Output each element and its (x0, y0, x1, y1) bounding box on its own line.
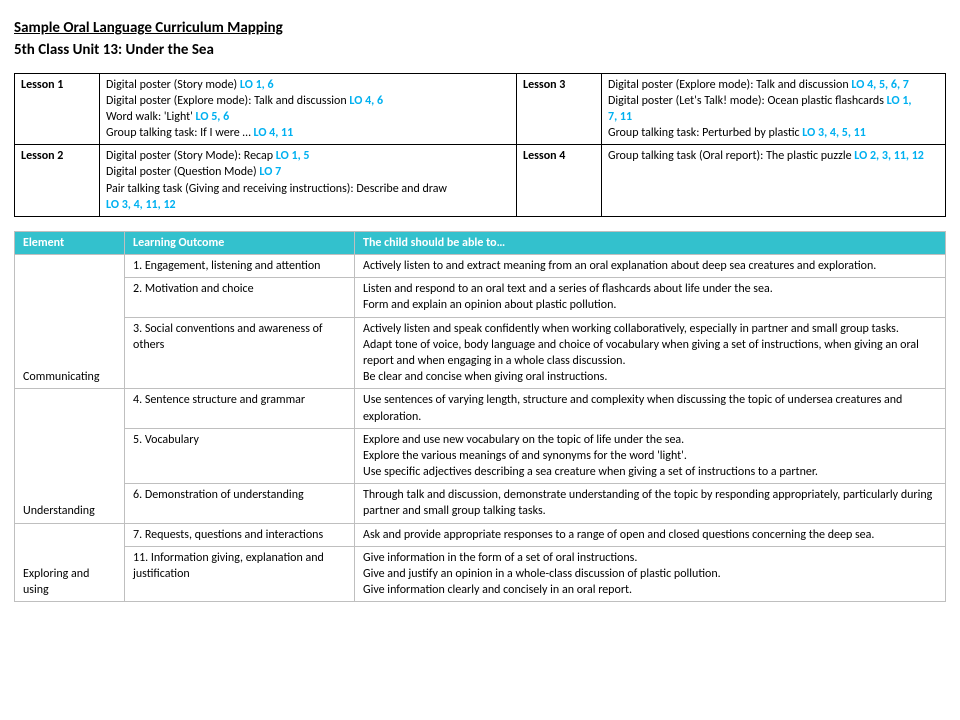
learning-outcome-cell: 2. Motivation and choice (125, 278, 355, 317)
lesson-label: Lesson 4 (517, 145, 602, 217)
learning-outcome-cell: 6. Demonstration of understanding (125, 484, 355, 523)
header-learning-outcome: Learning Outcome (125, 232, 355, 255)
element-cell: Exploring and using (15, 523, 125, 602)
learning-outcome-cell: 4. Sentence structure and grammar (125, 389, 355, 428)
lesson-body: Group talking task (Oral report): The pl… (602, 145, 946, 217)
lesson-text: Digital poster (Explore mode): Talk and … (106, 94, 349, 108)
learning-outcome-ref: LO 4, 5, 6, 7 (851, 78, 908, 92)
lesson-label: Lesson 3 (517, 73, 602, 145)
lesson-body: Digital poster (Explore mode): Talk and … (602, 73, 946, 145)
learning-outcome-ref: LO 2, 3, 11, 12 (854, 149, 924, 163)
element-cell: Communicating (15, 255, 125, 389)
lesson-body: Digital poster (Story Mode): Recap LO 1,… (100, 145, 517, 217)
lesson-text: Digital poster (Explore mode): Talk and … (608, 78, 851, 92)
lesson-text: Pair talking task (Giving and receiving … (106, 182, 447, 196)
learning-outcome-cell: 5. Vocabulary (125, 428, 355, 484)
description-cell: Listen and respond to an oral text and a… (355, 278, 946, 317)
learning-outcome-cell: 1. Engagement, listening and attention (125, 255, 355, 278)
header-description: The child should be able to… (355, 232, 946, 255)
learning-outcome-ref: LO 1, 6 (240, 78, 274, 92)
description-cell: Through talk and discussion, demonstrate… (355, 484, 946, 523)
lesson-body: Digital poster (Story mode) LO 1, 6 Digit… (100, 73, 517, 145)
lesson-text: Digital poster (Story mode) (106, 78, 240, 92)
header-element: Element (15, 232, 125, 255)
lesson-text: Group talking task: If I were … (106, 126, 253, 140)
learning-outcome-ref: LO 4, 6 (349, 94, 383, 108)
lesson-text: Group talking task: Perturbed by plastic (608, 126, 802, 140)
description-cell: Ask and provide appropriate responses to… (355, 523, 946, 546)
learning-outcome-ref: LO 3, 4, 11, 12 (106, 198, 176, 212)
learning-outcome-ref: LO 4, 11 (253, 126, 293, 140)
lesson-label: Lesson 1 (15, 73, 100, 145)
description-cell: Actively listen and speak confidently wh… (355, 317, 946, 389)
lesson-text: Digital poster (Story Mode): Recap (106, 149, 276, 163)
learning-outcome-ref: LO 1, 5 (276, 149, 310, 163)
lesson-text: Word walk: 'Light' (106, 110, 196, 124)
lessons-table: Lesson 1 Digital poster (Story mode) LO … (14, 73, 946, 218)
lesson-label: Lesson 2 (15, 145, 100, 217)
lesson-text: Digital poster (Let's Talk! mode): Ocean… (608, 94, 887, 108)
learning-outcome-ref: LO 1, (887, 94, 912, 108)
description-cell: Actively listen to and extract meaning f… (355, 255, 946, 278)
learning-outcome-cell: 3. Social conventions and awareness of o… (125, 317, 355, 389)
description-cell: Give information in the form of a set of… (355, 546, 946, 602)
learning-outcome-ref: LO 5, 6 (196, 110, 230, 124)
lesson-text: Digital poster (Question Mode) (106, 165, 259, 179)
outcomes-table: Element Learning Outcome The child shoul… (14, 231, 946, 602)
description-cell: Explore and use new vocabulary on the to… (355, 428, 946, 484)
lesson-text: Group talking task (Oral report): The pl… (608, 149, 854, 163)
learning-outcome-ref: LO 3, 4, 5, 11 (802, 126, 866, 140)
learning-outcome-cell: 7. Requests, questions and interactions (125, 523, 355, 546)
page-subtitle: 5th Class Unit 13: Under the Sea (14, 40, 946, 60)
element-cell: Understanding (15, 389, 125, 523)
description-cell: Use sentences of varying length, structu… (355, 389, 946, 428)
learning-outcome-ref: 7, 11 (608, 110, 632, 124)
learning-outcome-ref: LO 7 (259, 165, 281, 179)
page-title: Sample Oral Language Curriculum Mapping (14, 18, 946, 38)
learning-outcome-cell: 11. Information giving, explanation and … (125, 546, 355, 602)
